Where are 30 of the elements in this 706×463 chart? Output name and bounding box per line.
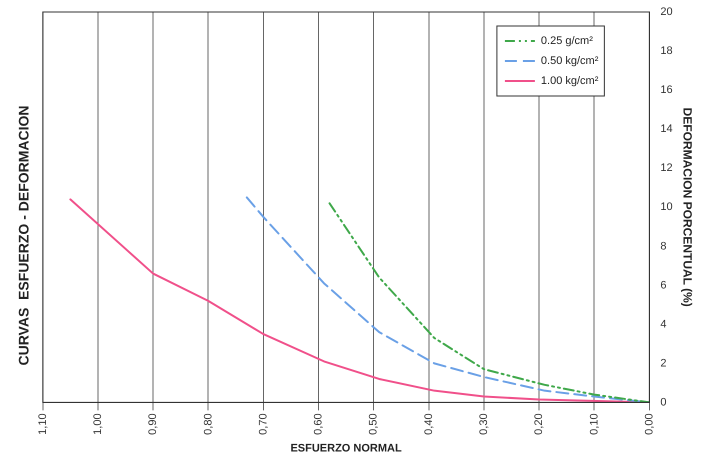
y-tick-label: 14 — [660, 123, 673, 136]
y-tick-label: 16 — [660, 84, 673, 96]
legend-label: 0.25 g/cm² — [540, 35, 594, 48]
legend-label: 0.50 kg/cm² — [540, 55, 599, 68]
x-tick-label: 0,80 — [202, 413, 214, 435]
x-tick-label: 0,40 — [422, 413, 435, 435]
y-tick-label: 12 — [660, 162, 673, 174]
x-tick-label: 1,10 — [36, 413, 49, 435]
x-tick-label: 0,30 — [478, 413, 490, 435]
x-tick-label: 0,70 — [257, 413, 270, 435]
x-tick-label: 0,90 — [147, 413, 160, 435]
y-tick-label: 6 — [660, 279, 666, 292]
y-tick-label: 4 — [660, 318, 666, 330]
y-tick-label: 2 — [660, 357, 666, 370]
y-tick-label: 8 — [660, 240, 666, 252]
x-axis-title: ESFUERZO NORMAL — [290, 442, 402, 454]
y-tick-label: 10 — [660, 201, 673, 214]
y-axis-title: DEFORMACION PORCENTUAL (%) — [680, 108, 694, 307]
text: CURVAS ESFUERZO - DEFORMACION — [15, 105, 32, 366]
x-tick-label: 0,60 — [312, 413, 325, 435]
x-tick-label: 1,00 — [92, 413, 104, 435]
x-tick-label: 0,20 — [533, 413, 546, 435]
y-tick-label: 20 — [660, 6, 673, 18]
x-tick-label: 0,00 — [643, 413, 656, 435]
legend-label: 1.00 kg/cm² — [540, 75, 599, 88]
x-tick-label: 0,50 — [368, 413, 380, 435]
x-tick-label: 0,10 — [588, 413, 600, 435]
line-series — [328, 202, 650, 402]
y-tick-label: 18 — [660, 45, 673, 58]
y-tick-label: 0 — [660, 396, 666, 408]
